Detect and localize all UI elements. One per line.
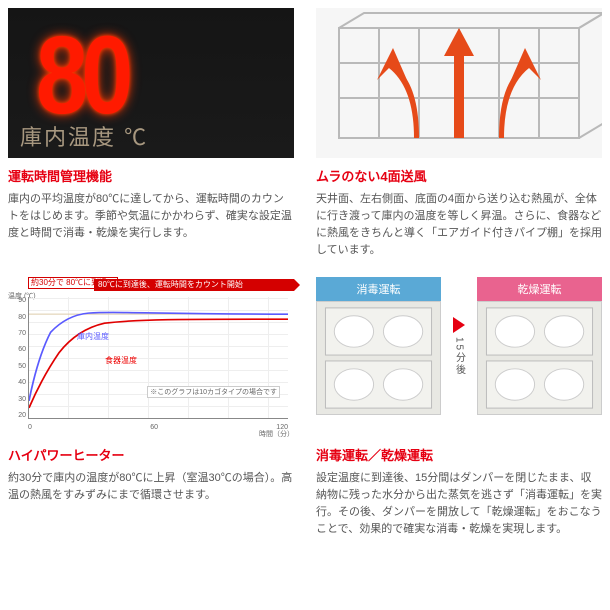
arrow-label: 15分後 [452, 337, 467, 376]
series2-label: 食器温度 [105, 355, 137, 366]
x-ticks: 0 60 120 [28, 424, 288, 431]
led-label: 庫内温度 ℃ [20, 120, 148, 152]
series1-label: 庫内温度 [77, 331, 109, 342]
panel-image-right [477, 301, 602, 415]
section-title: ハイパワーヒーター [8, 445, 294, 464]
panel-dry: 乾燥運転 [477, 277, 602, 415]
rack-svg [316, 8, 602, 158]
x-axis-unit: 時間（分） [259, 429, 294, 439]
plot-area: 庫内温度 食器温度 ※このグラフは10カゴタイプの場合です [28, 297, 288, 419]
section-title: ムラのない4面送風 [316, 166, 602, 185]
section-operations: 消毒運転 15分後 乾燥運転 [316, 277, 602, 538]
fig-led-display: 80 庫内温度 ℃ [8, 8, 294, 158]
y-ticks: 20 30 40 50 60 70 80 90 [12, 297, 26, 419]
panel-title-right: 乾燥運転 [477, 277, 602, 301]
fig-temp-chart: 約30分で 80℃に到達。 80℃に到達後、運転時間をカウント開始 温度 (℃)… [8, 277, 294, 437]
chart-bar-text: 80℃に到達後、運転時間をカウント開始 [94, 279, 294, 291]
panel-image-left [316, 301, 441, 415]
section-body: 庫内の平均温度が80℃に達してから、運転時間のカウントをはじめます。季節や気温に… [8, 191, 294, 242]
section-body: 天井面、左右側面、底面の4面から送り込む熱風が、全体に行き渡って庫内の温度を等し… [316, 191, 602, 259]
section-runtime: 80 庫内温度 ℃ 運転時間管理機能 庫内の平均温度が80℃に達してから、運転時… [8, 8, 294, 259]
arrow-between: 15分後 [447, 277, 471, 415]
section-heater: 約30分で 80℃に到達。 80℃に到達後、運転時間をカウント開始 温度 (℃)… [8, 277, 294, 538]
panel-title-left: 消毒運転 [316, 277, 441, 301]
section-title: 運転時間管理機能 [8, 166, 294, 185]
fig-rack-airflow [316, 8, 602, 158]
chart-caption: ※このグラフは10カゴタイプの場合です [147, 386, 280, 398]
panel-sterilize: 消毒運転 [316, 277, 441, 415]
section-body: 約30分で庫内の温度が80℃に上昇（室温30℃の場合）。高温の熱風をすみずみにま… [8, 470, 294, 504]
section-title: 消毒運転／乾燥運転 [316, 445, 602, 464]
section-body: 設定温度に到達後、15分間はダンパーを閉じたまま、収納物に残った水分から出た蒸気… [316, 470, 602, 538]
section-airflow: ムラのない4面送風 天井面、左右側面、底面の4面から送り込む熱風が、全体に行き渡… [316, 8, 602, 259]
arrow-icon [453, 317, 465, 333]
fig-operations: 消毒運転 15分後 乾燥運転 [316, 277, 602, 437]
